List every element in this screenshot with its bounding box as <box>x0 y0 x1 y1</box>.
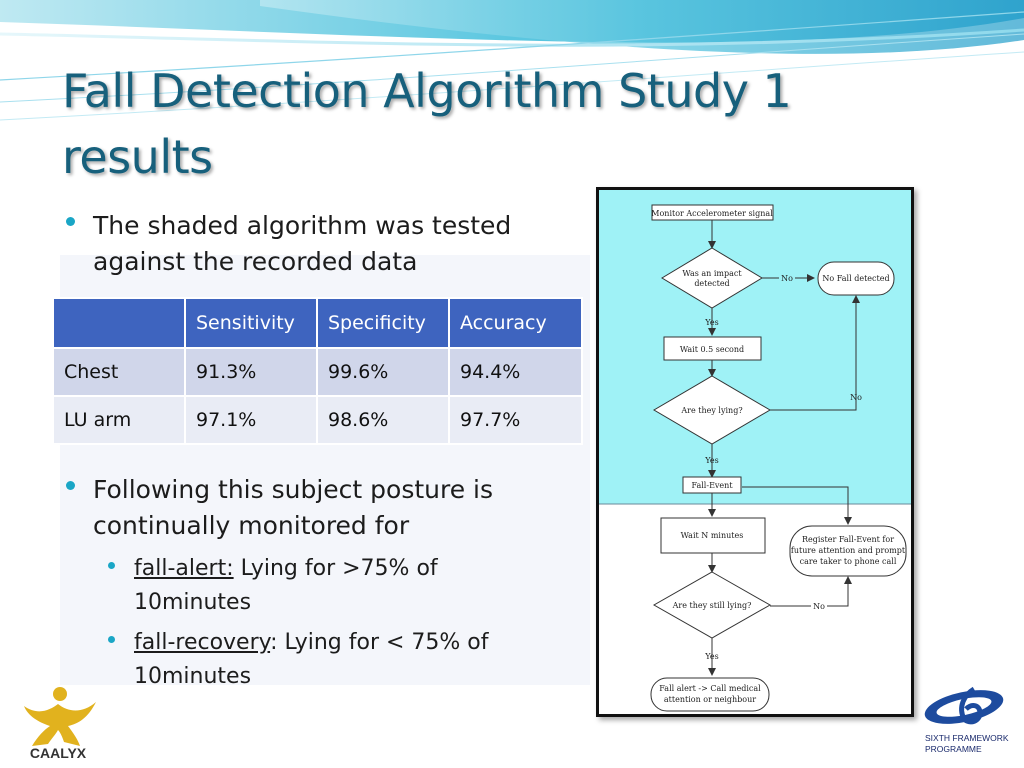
row-label-cell: Chest <box>52 347 186 397</box>
table-header-row: Sensitivity Specificity Accuracy <box>52 297 583 349</box>
label-no-fall: No Fall detected <box>822 274 889 283</box>
sub-bullet-text: fall-alert: Lying for >75% of 10minutes <box>134 552 548 620</box>
slide-title: Fall Detection Algorithm Study 1 results <box>62 64 792 184</box>
bullet-following: Following this subject posture is contin… <box>66 472 566 544</box>
label-fall-event: Fall-Event <box>691 481 733 490</box>
node-impact-decision <box>661 247 763 309</box>
node-register <box>789 525 907 577</box>
term-fall-recovery: fall-recovery <box>134 630 271 655</box>
sensitivity-cell: 91.3% <box>184 347 318 397</box>
label-lying: Are they lying? <box>680 406 742 415</box>
sub-bullet-fall-alert: fall-alert: Lying for >75% of 10minutes <box>108 552 548 620</box>
caalyx-wordmark: CAALYX <box>30 745 87 761</box>
term-fall-alert: fall-alert: <box>134 556 234 581</box>
label-alert-1: Fall alert -> Call medical <box>659 684 761 693</box>
node-monitor <box>651 204 774 221</box>
header-cell-accuracy: Accuracy <box>448 297 583 349</box>
results-table: Sensitivity Specificity Accuracy Chest 9… <box>52 297 583 445</box>
edge-yes-1: Yes <box>704 318 718 327</box>
sixth-line-2: PROGRAMME <box>925 744 982 754</box>
sub-bullet-dot-icon <box>108 562 115 569</box>
term-description: : Lying for < 75% of 10minutes <box>134 630 489 689</box>
edge-no-3: No <box>813 602 825 611</box>
label-alert-2: attention or neighbour <box>664 695 756 704</box>
edge-no-1: No <box>781 274 793 283</box>
header-cell-sensitivity: Sensitivity <box>184 297 318 349</box>
node-no-fall <box>817 261 895 296</box>
bullet-text: The shaded algorithm was tested against … <box>93 211 512 276</box>
table-row: Chest 91.3% 99.6% 94.4% <box>52 347 583 397</box>
sensitivity-cell: 97.1% <box>184 395 318 445</box>
accuracy-cell: 94.4% <box>448 347 583 397</box>
row-label-cell: LU arm <box>52 395 186 445</box>
edge-yes-3: Yes <box>704 652 718 661</box>
label-still-lying: Are they still lying? <box>672 601 752 610</box>
label-wait-half: Wait 0.5 second <box>680 345 744 354</box>
edge-yes-2: Yes <box>704 456 718 465</box>
header-swoosh <box>0 0 1024 121</box>
flowchart-frame: Monitor Accelerometer signal Was an impa… <box>596 187 914 717</box>
header-cell-specificity: Specificity <box>316 297 450 349</box>
label-monitor: Monitor Accelerometer signal <box>651 209 773 218</box>
node-fall-event <box>682 476 742 494</box>
node-fall-alert <box>650 677 770 712</box>
label-wait-n: Wait N minutes <box>681 531 744 540</box>
sixth-line-1: SIXTH FRAMEWORK <box>925 733 1009 743</box>
node-still-lying-decision <box>652 571 772 639</box>
table-row: LU arm 97.1% 98.6% 97.7% <box>52 395 583 445</box>
label-impact-1: Was an impact <box>682 269 742 278</box>
sub-bullet-dot-icon <box>108 636 115 643</box>
sub-bullet-text: fall-recovery: Lying for < 75% of 10minu… <box>134 626 548 694</box>
label-register-1: Register Fall-Event for <box>802 535 894 544</box>
term-description: Lying for >75% of 10minutes <box>134 556 438 615</box>
specificity-cell: 99.6% <box>316 347 450 397</box>
sub-bullet-fall-recovery: fall-recovery: Lying for < 75% of 10minu… <box>108 626 548 694</box>
bullet-text: Following this subject posture is contin… <box>93 475 494 540</box>
flowchart: Monitor Accelerometer signal Was an impa… <box>599 190 911 712</box>
label-register-2: future attention and prompt <box>791 546 906 555</box>
caalyx-figure-icon: CAALYX <box>24 687 96 761</box>
header-cell-blank <box>52 297 186 349</box>
node-lying-decision <box>653 375 771 445</box>
bullet-dot-icon <box>66 217 75 226</box>
sixth-framework-icon: SIXTH FRAMEWORK PROGRAMME <box>924 686 1009 754</box>
node-wait-n <box>660 517 766 554</box>
label-impact-2: detected <box>694 279 729 288</box>
accuracy-cell: 97.7% <box>448 395 583 445</box>
label-register-3: care taker to phone call <box>800 557 897 566</box>
bullet-tested: The shaded algorithm was tested against … <box>66 208 566 280</box>
edge-no-2: No <box>850 393 862 402</box>
node-wait-half <box>663 336 762 361</box>
bullet-dot-icon <box>66 481 75 490</box>
specificity-cell: 98.6% <box>316 395 450 445</box>
